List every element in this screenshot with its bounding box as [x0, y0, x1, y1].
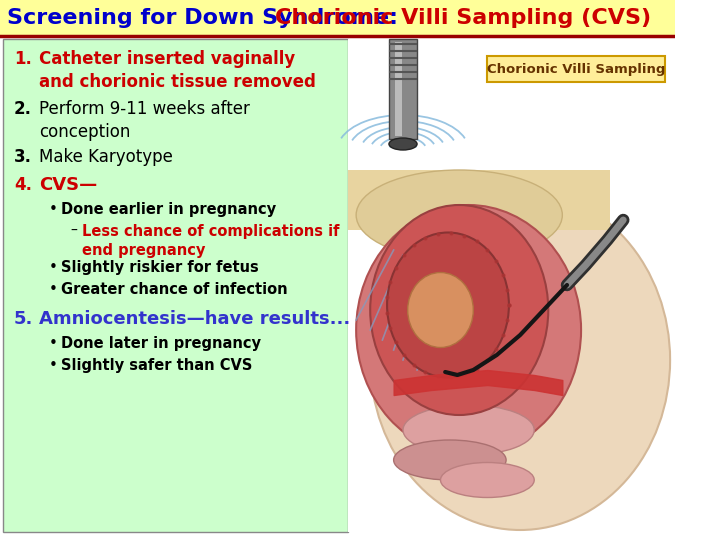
Text: Chorionic Villi Sampling (CVS): Chorionic Villi Sampling (CVS) [274, 8, 651, 28]
Ellipse shape [403, 405, 534, 455]
Text: Chorionic Villi Sampling: Chorionic Villi Sampling [487, 63, 665, 76]
Bar [348, 170, 610, 230]
Text: •: • [49, 202, 58, 217]
Text: •: • [49, 358, 58, 373]
Text: Done later in pregnancy: Done later in pregnancy [61, 336, 261, 351]
Text: 5.: 5. [14, 310, 33, 328]
Ellipse shape [356, 205, 581, 455]
Ellipse shape [387, 233, 509, 377]
Bar [3, 39, 348, 532]
Ellipse shape [394, 440, 506, 480]
Text: Greater chance of infection: Greater chance of infection [61, 282, 287, 297]
Ellipse shape [389, 138, 417, 150]
Text: •: • [49, 336, 58, 351]
Bar [348, 39, 675, 532]
Text: Slightly safer than CVS: Slightly safer than CVS [61, 358, 252, 373]
Ellipse shape [370, 205, 548, 415]
Bar [389, 39, 417, 139]
Text: –: – [71, 224, 77, 238]
Text: Slightly riskier for fetus: Slightly riskier for fetus [61, 260, 258, 275]
Text: 1.: 1. [14, 50, 32, 68]
Text: Catheter inserted vaginally
and chorionic tissue removed: Catheter inserted vaginally and chorioni… [40, 50, 316, 91]
Text: Amniocentesis—have results...: Amniocentesis—have results... [40, 310, 351, 328]
Text: CVS—: CVS— [40, 176, 98, 194]
Text: •: • [49, 260, 58, 275]
Text: 4.: 4. [14, 176, 32, 194]
Bar [348, 39, 675, 532]
Text: Less chance of complications if
end pregnancy: Less chance of complications if end preg… [83, 224, 340, 258]
Bar [0, 0, 675, 36]
Text: Make Karyotype: Make Karyotype [40, 148, 174, 166]
Text: Screening for Down Syndrome:: Screening for Down Syndrome: [7, 8, 406, 28]
Text: Done earlier in pregnancy: Done earlier in pregnancy [61, 202, 276, 217]
Ellipse shape [356, 170, 562, 260]
Bar [487, 56, 665, 82]
Text: 2.: 2. [14, 100, 32, 118]
Ellipse shape [408, 273, 473, 348]
Text: Perform 9-11 weeks after
conception: Perform 9-11 weeks after conception [40, 100, 251, 141]
Ellipse shape [441, 462, 534, 497]
Bar [395, 42, 402, 136]
Text: •: • [49, 282, 58, 297]
Text: 3.: 3. [14, 148, 32, 166]
Ellipse shape [370, 190, 670, 530]
